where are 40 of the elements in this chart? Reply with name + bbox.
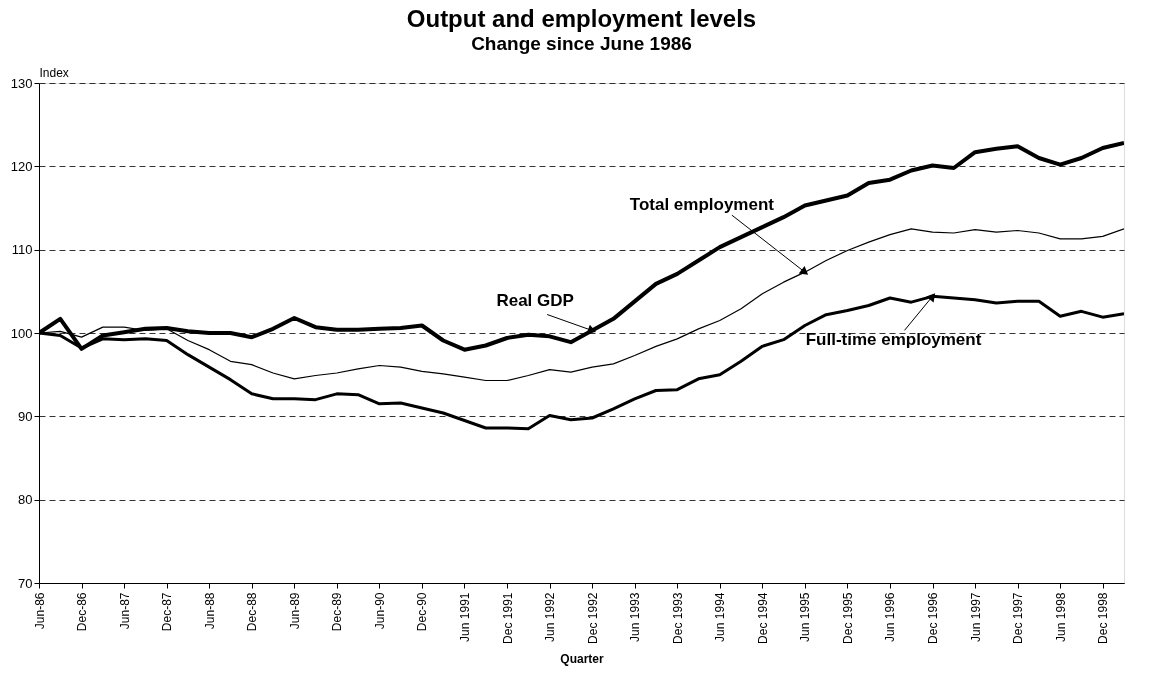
y-tick-label: 130 (10, 75, 33, 91)
x-tick-label: Dec-87 (160, 592, 175, 632)
x-tick-label: Jun-89 (287, 592, 302, 630)
y-tick-label: 90 (18, 408, 33, 424)
x-tick-label: Jun-90 (372, 592, 387, 630)
x-tick-label: Dec-86 (75, 592, 90, 632)
x-tick-label: Dec 1992 (585, 592, 600, 644)
x-tick-label: Jun 1992 (543, 592, 558, 642)
x-tick-label: Dec 1994 (755, 592, 770, 644)
x-tick-label: Dec-88 (245, 592, 260, 632)
chart-title: Output and employment levels (406, 5, 757, 32)
x-tick-label: Jun-88 (202, 592, 217, 630)
x-tick-label: Jun-87 (117, 592, 132, 630)
x-tick-label: Jun 1997 (968, 592, 983, 642)
x-tick-label: Jun 1998 (1053, 592, 1068, 642)
x-tick-label: Dec 1998 (1096, 592, 1111, 644)
y-tick-label: 80 (18, 492, 33, 508)
y-tick-label: 110 (11, 242, 33, 258)
y-tick-label: 120 (10, 158, 33, 174)
y-tick-label: 100 (10, 325, 33, 341)
x-tick-label: Dec 1993 (670, 592, 685, 644)
chart-subtitle: Change since June 1986 (471, 33, 692, 54)
x-tick-label: Jun 1993 (628, 592, 643, 642)
y-tick-label: 70 (18, 575, 33, 591)
x-tick-label: Dec 1995 (840, 592, 855, 644)
x-tick-label: Jun 1995 (798, 592, 813, 642)
x-tick-label: Jun 1996 (883, 592, 898, 642)
x-tick-label: Dec-89 (330, 592, 345, 632)
x-tick-label: Jun-86 (32, 592, 47, 630)
x-tick-label: Dec 1991 (500, 592, 515, 644)
legend-label: Full-time employment (805, 330, 982, 350)
text: Total employment (629, 195, 775, 215)
x-tick-label: Dec 1996 (926, 592, 941, 644)
x-tick-label: Dec 1997 (1011, 592, 1026, 644)
x-tick-label: Jun 1994 (713, 592, 728, 642)
x-tick-label: Jun 1991 (457, 592, 472, 642)
y-axis-title: Index (39, 65, 69, 80)
series-label: Real GDP (496, 290, 574, 310)
x-tick-label: Dec-90 (415, 592, 430, 632)
x-axis-title: Quarter (560, 651, 604, 666)
